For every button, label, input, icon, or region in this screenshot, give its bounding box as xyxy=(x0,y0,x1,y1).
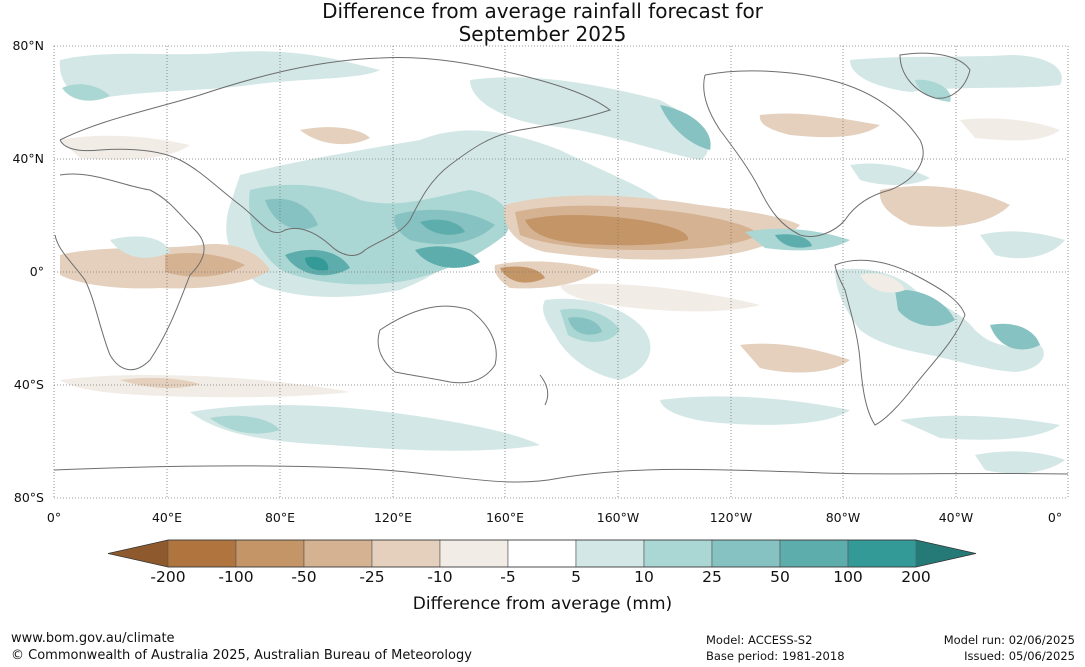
lat-label-80s: 80°S xyxy=(13,490,44,505)
anomaly-zone xyxy=(120,377,200,389)
colorbar-title: Difference from average (mm) xyxy=(412,594,673,614)
lon-label: 160°E xyxy=(485,510,524,525)
anomaly-zone xyxy=(660,105,711,150)
colorbar xyxy=(107,539,977,568)
lon-label: 80°W xyxy=(825,510,861,525)
lat-label-40s: 40°S xyxy=(13,377,44,392)
graticule xyxy=(53,45,1069,499)
lon-label: 120°E xyxy=(373,510,412,525)
anomaly-zone xyxy=(305,256,329,271)
colorbar-tick: -50 xyxy=(291,568,317,586)
colorbar-bin xyxy=(439,539,509,568)
anomaly-zone xyxy=(740,343,850,373)
anomaly-zone xyxy=(470,77,708,160)
anomaly-zone xyxy=(980,231,1065,259)
colorbar-bin xyxy=(643,539,713,568)
colorbar-bin xyxy=(303,539,373,568)
anomaly-zone xyxy=(990,323,1040,350)
anomaly-zone xyxy=(860,273,905,293)
anomaly-zone xyxy=(915,79,951,102)
colorbar-tick: 100 xyxy=(833,568,863,586)
anomaly-zone xyxy=(759,113,880,138)
colorbar-tick: 25 xyxy=(702,568,722,586)
colorbar-bin xyxy=(847,539,917,568)
colorbar-tick: 50 xyxy=(770,568,790,586)
lon-label: 40°E xyxy=(151,510,183,525)
anomaly-zone xyxy=(420,219,465,235)
footer-copyright: © Commonwealth of Australia 2025, Austra… xyxy=(11,648,472,663)
anomaly-zone xyxy=(660,396,850,425)
anomaly-zone xyxy=(210,415,280,434)
title-line-2: September 2025 xyxy=(458,22,627,46)
footer-model: Model: ACCESS-S2 xyxy=(706,633,813,647)
colorbar-tick: -5 xyxy=(500,568,516,586)
footer-model-run: Model run: 02/06/2025 xyxy=(943,633,1075,647)
lon-label: 160°W xyxy=(596,510,640,525)
colorbar-bin xyxy=(167,539,237,568)
coastline-africa xyxy=(54,173,205,370)
lon-label: 0° xyxy=(46,510,62,525)
colorbar-bin xyxy=(371,539,441,568)
anomaly-zone xyxy=(500,266,545,283)
footer-url: www.bom.gov.au/climate xyxy=(11,631,175,646)
anomaly-zone xyxy=(568,317,602,335)
anomaly-zone xyxy=(895,289,955,327)
lon-label: 0° xyxy=(1047,510,1063,525)
lon-label: 80°E xyxy=(264,510,296,525)
coastlines xyxy=(54,52,1068,483)
lat-label-40n: 40°N xyxy=(12,151,44,166)
title-line-1: Difference from average rainfall forecas… xyxy=(322,0,763,23)
anomaly-zone xyxy=(265,198,318,230)
lon-label: 40°W xyxy=(938,510,974,525)
coastline-eurasia xyxy=(59,57,612,256)
colorbar-tick: -200 xyxy=(150,568,186,586)
anomaly-zone xyxy=(415,246,480,268)
anomaly-zone xyxy=(850,163,930,185)
anomaly-zone xyxy=(59,51,380,100)
coastline-australia xyxy=(377,305,497,384)
colorbar-tick: -10 xyxy=(427,568,453,586)
colorbar-bin xyxy=(711,539,781,568)
colorbar-tick: -100 xyxy=(218,568,254,586)
anomaly-zone xyxy=(525,215,689,246)
coastline-greenland xyxy=(899,52,971,99)
lon-label: 120°W xyxy=(709,510,753,525)
colorbar-tick: -25 xyxy=(359,568,385,586)
coastline-north-america xyxy=(703,70,924,237)
colorbar-bin xyxy=(235,539,305,568)
colorbar-bin xyxy=(507,539,577,568)
anomaly-zone xyxy=(190,404,540,451)
colorbar-tick: 10 xyxy=(634,568,654,586)
anomaly-zone xyxy=(900,415,1060,440)
anomaly-field xyxy=(54,46,1068,498)
anomaly-zone xyxy=(775,234,812,248)
anomaly-zone xyxy=(60,135,190,160)
anomaly-zone xyxy=(560,283,760,312)
lat-label-80n: 80°N xyxy=(12,38,44,53)
anomaly-zone xyxy=(165,253,245,277)
colorbar-tick: 200 xyxy=(901,568,931,586)
anomaly-zone xyxy=(975,451,1065,474)
coastline-new-zealand xyxy=(539,374,549,406)
lat-label-equator: 0° xyxy=(29,264,44,279)
colorbar-extend-high xyxy=(916,540,976,567)
anomaly-zone xyxy=(960,118,1060,141)
colorbar-bin xyxy=(575,539,645,568)
colorbar-outline xyxy=(107,539,977,568)
anomaly-zone xyxy=(300,127,370,145)
anomaly-zone xyxy=(62,84,110,101)
colorbar-tick: 5 xyxy=(571,568,581,586)
anomaly-zone xyxy=(110,236,170,258)
footer-issued: Issued: 05/06/2025 xyxy=(964,649,1075,663)
footer-base-period: Base period: 1981-2018 xyxy=(706,649,845,663)
map-title: Difference from average rainfall forecas… xyxy=(0,0,1085,46)
colorbar-extend-low xyxy=(108,540,168,567)
coastline-south-america xyxy=(834,259,966,426)
coastline-antarctica xyxy=(54,465,1068,483)
anomaly-zone xyxy=(879,185,1010,227)
colorbar-bin xyxy=(779,539,849,568)
